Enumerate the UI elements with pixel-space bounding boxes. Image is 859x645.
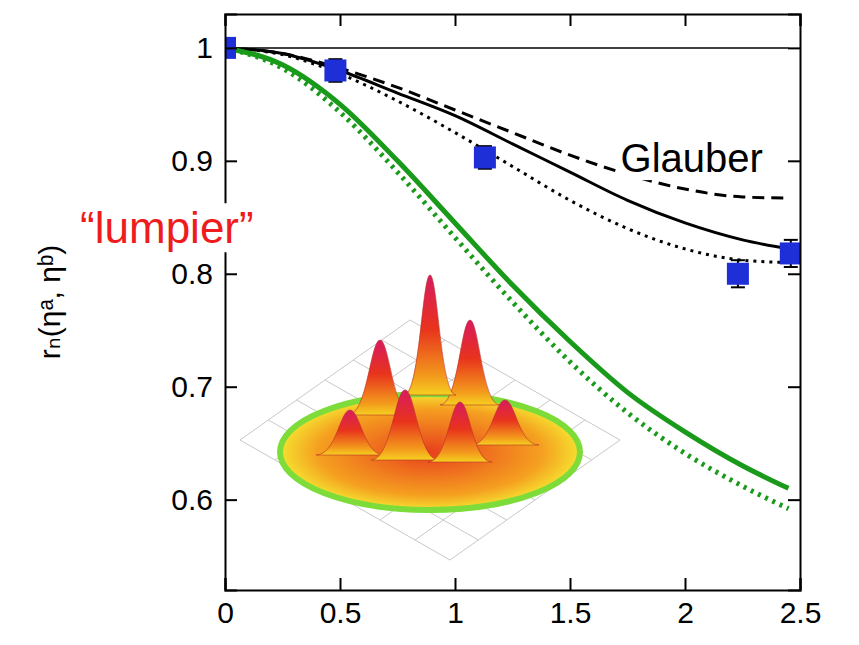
tick-mark	[455, 14, 457, 26]
annotation-text: “lumpier”	[80, 203, 254, 252]
axis-line	[226, 578, 801, 591]
data-point	[324, 59, 346, 81]
tick-mark	[570, 14, 572, 26]
tick: 0.8	[171, 257, 237, 290]
error-bar-line	[784, 266, 798, 268]
tick-mark	[225, 47, 237, 49]
tick-mark	[685, 578, 687, 590]
tick	[685, 14, 686, 26]
surface-base	[280, 394, 580, 510]
data-point	[225, 37, 236, 59]
tick-mark	[685, 14, 687, 26]
tick-mark	[225, 386, 237, 388]
x-axis-top	[226, 14, 801, 26]
plot-area	[225, 37, 800, 509]
tick-mark	[340, 578, 342, 590]
tick-label: 1.5	[550, 596, 592, 629]
tick-label: 1	[447, 596, 464, 629]
tick-label: 0.5	[320, 596, 362, 629]
label-background	[77, 203, 257, 252]
tick-mark	[788, 160, 800, 162]
tick: 1.5	[550, 578, 592, 629]
tick-mark	[340, 14, 342, 26]
curve	[225, 48, 789, 488]
tick	[788, 274, 800, 275]
tick: 0.5	[320, 578, 362, 629]
tick-label: 0.6	[171, 483, 213, 516]
axis-line	[226, 15, 238, 591]
chart: 0 0.5 1 1.5 2 2.5 0.6 0.7 0.8 0.9 1 rₙ(ηᵃ, ηᵇ) Glaub…	[0, 0, 859, 645]
tick-mark	[788, 273, 800, 275]
tick-mark	[788, 386, 800, 388]
tick	[340, 14, 341, 26]
y-axis-right	[788, 15, 801, 591]
error-bar-line	[784, 239, 798, 241]
surface-peak	[428, 402, 492, 462]
tick-label: 0.9	[171, 144, 213, 177]
annotation-text: Glauber	[621, 136, 763, 180]
surface-peak	[371, 390, 439, 460]
error-bar-line	[731, 259, 745, 261]
surface-peak	[404, 275, 456, 395]
curve	[225, 47, 789, 49]
tick-mark	[788, 47, 800, 49]
tick: 0.7	[171, 370, 237, 403]
tick-mark	[455, 578, 457, 590]
error-bar-line	[731, 286, 745, 288]
tick	[788, 161, 800, 162]
annotation: “lumpier”	[77, 203, 257, 252]
x-axis: 0 0.5 1 1.5 2 2.5	[217, 578, 821, 629]
tick-mark	[225, 499, 237, 501]
tick	[455, 14, 456, 26]
tick	[788, 48, 800, 49]
axis-line	[788, 15, 801, 591]
tick-label: 1	[196, 31, 213, 64]
tick-mark	[225, 273, 237, 275]
tick-mark	[225, 160, 237, 162]
surface-illustration	[240, 275, 620, 560]
tick: 0.6	[171, 483, 237, 516]
data-point	[780, 242, 800, 264]
tick	[788, 387, 800, 388]
tick-label: 0	[217, 596, 234, 629]
annotation: Glauber	[618, 136, 766, 180]
tick-mark	[570, 578, 572, 590]
data-point	[727, 263, 749, 285]
tick-mark	[788, 499, 800, 501]
surface-peak	[316, 410, 384, 455]
tick	[788, 500, 800, 501]
tick-label: 0.7	[171, 370, 213, 403]
tick: 0.9	[171, 144, 237, 177]
tick-label: 0.8	[171, 257, 213, 290]
tick: 2	[677, 578, 694, 629]
y-axis-title: rₙ(ηᵃ, ηᵇ)	[33, 245, 66, 359]
surface-peak	[471, 400, 539, 445]
curve	[225, 48, 789, 198]
label-background	[618, 136, 766, 180]
tick-label: 2	[677, 596, 694, 629]
tick: 1	[196, 31, 237, 64]
tick: 1	[447, 578, 464, 629]
axis-line	[226, 15, 801, 27]
tick-label: 2.5	[780, 596, 822, 629]
tick	[570, 14, 571, 26]
curve	[225, 48, 789, 509]
y-axis: 0.6 0.7 0.8 0.9 1	[171, 15, 237, 591]
data-point	[474, 146, 496, 168]
